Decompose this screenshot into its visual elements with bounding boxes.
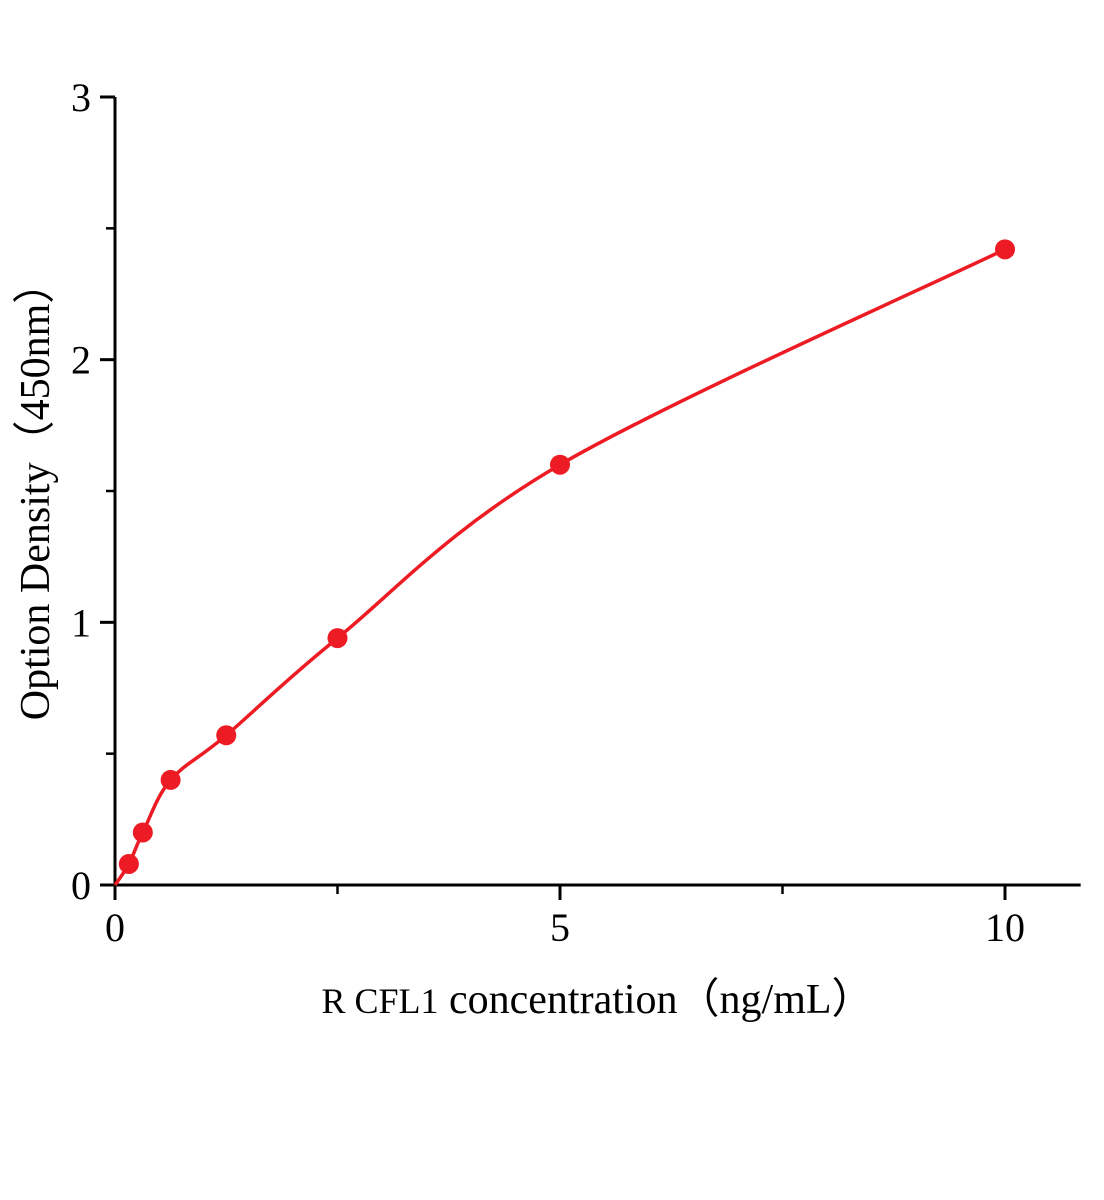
data-point	[995, 239, 1015, 260]
data-point	[550, 454, 570, 475]
y-tick-label: 0	[71, 863, 91, 908]
y-axis-title: Option Density（450nm）	[13, 261, 59, 721]
fit-curve	[113, 247, 1006, 886]
x-axis-title-rest: concentration（ng/mL）	[438, 977, 874, 1023]
data-point	[160, 769, 181, 790]
x-tick-label: 10	[985, 905, 1025, 950]
x-tick-label: 5	[550, 905, 570, 950]
y-tick-label: 2	[71, 338, 91, 383]
data-point	[132, 822, 153, 843]
data-point	[216, 725, 237, 746]
x-axis-title-prefix: R CFL1	[321, 981, 439, 1021]
data-point	[118, 853, 139, 874]
data-point	[327, 628, 348, 649]
x-axis-title: R CFL1 concentration（ng/mL）	[115, 965, 1080, 1026]
y-tick-label: 3	[71, 75, 91, 120]
x-tick-label: 0	[105, 905, 125, 950]
y-tick-label: 1	[71, 600, 91, 645]
